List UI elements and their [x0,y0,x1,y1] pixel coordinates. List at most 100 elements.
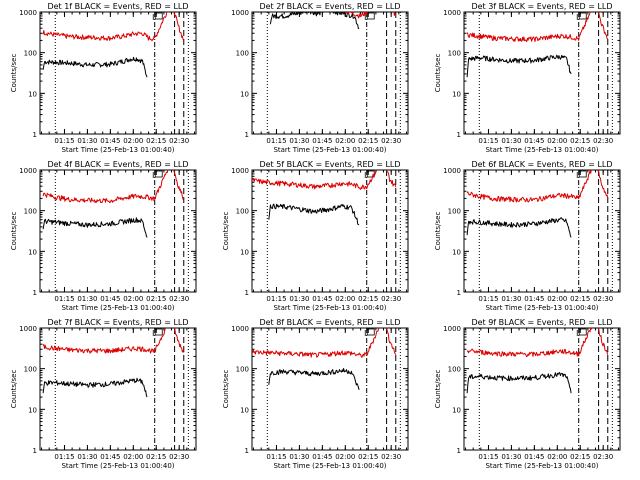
saa-flag-icon [364,328,375,336]
x-tick-label: 01:15 [266,137,286,145]
x-tick-label: 01:15 [54,295,74,303]
x-tick-label: 01:45 [524,295,544,303]
y-tick-label: 1000 [19,9,37,17]
marker-lines [266,12,401,134]
events-series-line [466,54,572,78]
y-axis-label: Counts/sec [434,370,442,409]
saa-flag-box [578,170,587,178]
events-series-line [268,203,360,226]
x-tick-label: 01:45 [312,295,332,303]
x-tick-label: 02:30 [169,137,189,145]
marker-lines [478,328,613,450]
lld-series-line [466,12,608,43]
y-tick-label: 10 [240,406,249,414]
chart-title: Det 8f BLACK = Events, RED = LLD [259,318,400,327]
x-tick-label: 01:45 [524,453,544,461]
x-tick-label: 02:15 [570,295,590,303]
x-axis-label: Start Time (25-Feb-13 01:00:40) [485,304,598,312]
y-axis-label: Counts/sec [10,212,18,251]
x-tick-label: 02:15 [570,453,590,461]
x-tick-label: 02:00 [547,453,567,461]
y-tick-label: 1 [457,447,461,455]
lld-series-line [252,170,397,190]
series-group [269,12,397,30]
plot-frame [39,169,197,293]
saa-flag-box [366,12,375,20]
series-group [42,170,185,238]
chart-title: Det 3f BLACK = Events, RED = LLD [471,2,612,11]
y-tick-label: 10 [452,90,461,98]
x-tick-label: 02:00 [547,137,567,145]
saa-flag-box [366,328,375,336]
x-axis-label: Start Time (25-Feb-13 01:00:40) [61,462,174,470]
x-tick-label: 02:30 [381,453,401,461]
y-axis-label: Counts/sec [10,370,18,409]
marker-lines [266,170,401,292]
y-tick-label: 10 [28,90,37,98]
x-tick-label: 01:15 [478,295,498,303]
marker-lines [478,12,613,134]
y-tick-label: 100 [236,366,249,374]
chart-panel-3: Det 3f BLACK = Events, RED = LLD 1 10 100 10… [434,2,621,154]
plot-frame [251,11,409,135]
saa-flag-icon [152,12,163,20]
lld-series-line [466,170,609,203]
x-tick-label: 02:15 [146,295,166,303]
y-tick-label: 100 [448,50,461,58]
x-tick-label: 01:30 [77,453,97,461]
y-axis-label: Counts/sec [222,212,230,251]
y-tick-label: 10 [28,248,37,256]
plot-frame [39,327,197,451]
x-tick-label: 01:30 [501,137,521,145]
chart-panel-1: Det 1f BLACK = Events, RED = LLD 1 10 100 10… [10,2,197,154]
chart-panel-8: Det 8f BLACK = Events, RED = LLD 1 10 100 10… [222,318,409,470]
x-tick-label: 02:00 [547,295,567,303]
lld-series-line [252,328,397,358]
saa-flag-box [366,170,375,178]
y-tick-label: 1000 [443,325,461,333]
y-tick-label: 10 [240,90,249,98]
chart-panel-6: Det 6f BLACK = Events, RED = LLD 1 10 100 10… [434,160,621,312]
chart-title: Det 5f BLACK = Events, RED = LLD [259,160,400,169]
chart-title: Det 6f BLACK = Events, RED = LLD [471,160,612,169]
marker-lines [54,12,189,134]
saa-flag-icon [152,170,163,178]
y-tick-label: 10 [452,406,461,414]
x-tick-label: 02:30 [169,453,189,461]
x-tick-label: 02:00 [123,137,143,145]
y-tick-label: 1 [33,131,37,139]
x-tick-label: 01:30 [289,137,309,145]
chart-panel-7: Det 7f BLACK = Events, RED = LLD 1 10 100 10… [10,318,197,470]
marker-lines [54,170,189,292]
chart-title: Det 9f BLACK = Events, RED = LLD [471,318,612,327]
x-tick-label: 02:15 [358,137,378,145]
x-axis-label: Start Time (25-Feb-13 01:00:40) [61,304,174,312]
x-axis-label: Start Time (25-Feb-13 01:00:40) [273,146,386,154]
chart-panel-4: Det 4f BLACK = Events, RED = LLD 1 10 100 10… [10,160,197,312]
y-tick-label: 1 [457,131,461,139]
saa-flag-icon [152,328,163,336]
x-tick-label: 01:45 [312,453,332,461]
saa-flag-box [154,12,163,20]
x-tick-label: 01:45 [312,137,332,145]
x-axis-label: Start Time (25-Feb-13 01:00:40) [485,146,598,154]
y-tick-label: 10 [452,248,461,256]
x-tick-label: 02:30 [381,137,401,145]
y-tick-label: 1 [245,131,249,139]
x-tick-label: 02:00 [335,453,355,461]
x-tick-label: 02:30 [593,137,613,145]
x-tick-label: 01:15 [266,295,286,303]
y-tick-label: 1 [245,289,249,297]
series-group [42,328,185,398]
y-tick-label: 100 [448,208,461,216]
events-series-line [42,377,148,398]
x-tick-label: 02:00 [123,295,143,303]
x-tick-label: 02:15 [570,137,590,145]
saa-flag-box [578,328,587,336]
y-tick-label: 1 [33,447,37,455]
chart-title: Det 7f BLACK = Events, RED = LLD [47,318,188,327]
chart-panel-5: Det 5f BLACK = Events, RED = LLD 1 10 100 10… [222,160,409,312]
y-tick-label: 1000 [19,167,37,175]
x-tick-label: 01:45 [524,137,544,145]
